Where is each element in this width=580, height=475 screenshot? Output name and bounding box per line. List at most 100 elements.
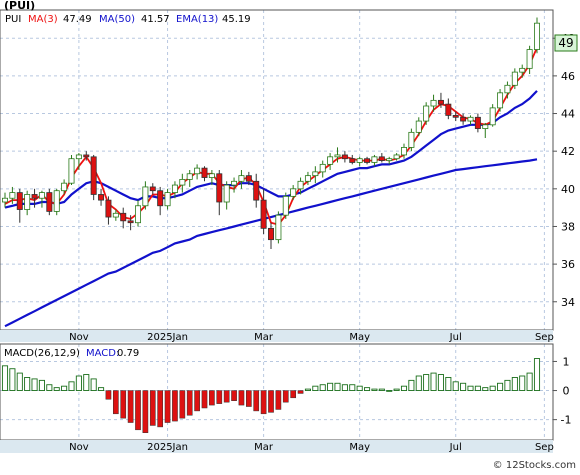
macd-bar [31,378,38,391]
macd-bar [504,379,511,391]
candle [46,188,53,216]
macd-y-ticks: -1 0 1 [553,355,571,427]
candle [31,188,38,208]
candle-body [61,182,68,192]
candle [452,111,459,122]
macd-bar [172,390,178,422]
price-x-tick-label: Sep [535,332,554,343]
candle [356,156,363,167]
candle-body [9,192,16,199]
candle-body [467,116,474,122]
macd-y-tick-label: 1 [563,355,570,368]
macd-legend-value: 0.79 [117,348,139,359]
candle-body [164,192,171,207]
macd-bar [327,382,334,391]
chart-symbol-title: (PUI) [4,0,35,12]
macd-x-axis: Nov 2025Jan Mar May Jul Sep [0,440,554,453]
candle [341,151,348,163]
legend-ema13-value: 45.19 [222,14,251,25]
macd-bar [194,390,200,412]
candle-body [186,173,193,180]
macd-bar [511,377,518,391]
candle [430,94,437,112]
candle-body [112,212,119,218]
candle [260,188,267,234]
candle [75,153,82,170]
candle-body [290,188,297,197]
candle-body [430,99,437,107]
last-price-label: 49 [558,36,573,50]
last-price-marker: 49 [554,34,578,52]
macd-bar [386,390,393,392]
candle [364,156,371,165]
candle [378,153,385,163]
candle [61,179,68,195]
candle-body [319,163,326,173]
macd-bar [526,372,533,391]
candle-body [231,180,238,186]
macd-bar [319,384,326,391]
candle [437,92,444,108]
legend-ema13-label: EMA(13) [176,14,218,25]
candle [98,188,105,206]
candle [208,170,215,186]
macd-x-axis-strip [0,440,553,453]
candle-body [253,180,260,201]
candle [268,222,274,250]
candle [408,128,415,152]
candle-body [135,205,141,224]
candle [149,183,156,195]
macd-bar [312,385,319,391]
candle-body [534,22,540,50]
macd-x-tick-label: 2025Jan [147,442,188,453]
price-candles [2,17,540,250]
candle [526,45,533,74]
candle-body [437,99,444,105]
macd-bar [378,388,385,391]
candle-body [349,158,356,163]
candle-body [127,220,134,224]
candle-body [386,158,393,161]
macd-bar [223,390,230,403]
candle [386,156,393,165]
candle [489,104,496,127]
candle-body [75,154,82,160]
candle [245,171,252,186]
candle-body [260,199,267,229]
legend-ma3-label: MA(3) [28,14,58,25]
candle [179,173,186,193]
price-y-ticks: 3436384042444648 [553,32,575,309]
macd-bar [201,390,208,409]
macd-bar [186,390,193,416]
candle [304,171,311,186]
candle-body [489,107,496,126]
candle [297,177,304,195]
candle [445,98,452,120]
macd-bar [209,390,215,406]
candle [164,188,171,210]
macd-x-tick-label: Nov [69,442,89,453]
candle-body [474,116,481,129]
macd-bar [53,387,60,391]
macd-bar [231,390,237,401]
candle [275,211,282,244]
price-x-tick-label: Mar [254,332,274,343]
legend-ma50-value: 41.57 [141,14,170,25]
candle-body [149,186,156,192]
candle [53,188,60,216]
candle-body [24,194,31,210]
candle-body [105,199,112,218]
macd-x-tick-label: Sep [535,442,554,453]
macd-bar [127,390,134,423]
macd-panel: -1 0 1 MACD(26,12,9) MACD: 0.79 [0,343,571,441]
macd-bar [408,379,415,391]
candle [401,143,407,159]
macd-bar [238,390,245,406]
legend-ma50-label: MA(50) [99,14,135,25]
macd-bar [16,372,23,391]
candle-body [497,92,504,109]
macd-x-tick-label: Jul [449,442,462,453]
candle-body [53,190,60,212]
macd-bar [452,381,459,391]
candle-body [327,156,334,165]
